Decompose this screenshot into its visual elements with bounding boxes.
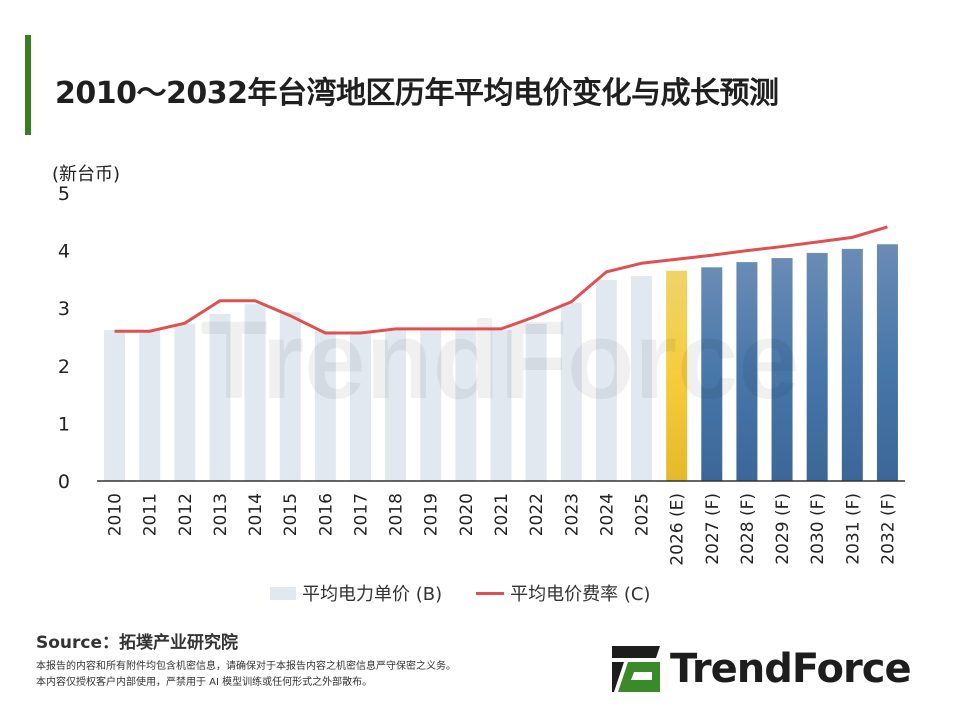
x-tick-label: 2026 (E) — [668, 493, 688, 566]
legend-swatch-bar — [270, 586, 296, 600]
logo-icon — [612, 646, 660, 692]
bar-2010 — [104, 330, 126, 481]
bar-2031F — [841, 248, 863, 481]
bar-2022 — [525, 323, 547, 481]
x-tick-label: 2022 — [527, 493, 547, 536]
chart-title: 2010～2032年台湾地区历年平均电价变化与成长预测 — [55, 76, 779, 111]
y-tick-label: 2 — [58, 356, 70, 378]
x-tick-label: 2012 — [176, 493, 196, 536]
disclaimer-line-2: 本内容仅授权客户内部使用，严禁用于 AI 模型训练或任何形式之外部散布。 — [36, 677, 373, 688]
x-tick-label: 2010 — [106, 493, 126, 536]
legend-swatch-line — [476, 591, 505, 595]
x-tick-label: 2029 (F) — [773, 493, 793, 565]
legend-label-line: 平均电价费率 (C) — [510, 584, 651, 605]
legend: 平均电力单价 (B) 平均电价费率 (C) — [270, 580, 650, 606]
x-tick-label: 2021 — [492, 493, 512, 536]
x-tick-label: 2014 — [246, 493, 266, 536]
bar-2017 — [349, 331, 371, 481]
legend-label-bar: 平均电力单价 (B) — [302, 584, 443, 605]
trendforce-logo: TrendForce — [612, 646, 912, 692]
watermark: TrendForce — [200, 299, 799, 422]
bar-2025 — [631, 275, 653, 481]
bar-2011 — [139, 330, 161, 481]
x-tick-label: 2031 (F) — [843, 493, 863, 565]
x-tick-label: 2013 — [211, 493, 231, 536]
bar-2032F — [876, 244, 898, 481]
x-tick-label: 2028 (F) — [738, 493, 758, 565]
y-tick-label: 0 — [58, 471, 70, 493]
bar-2023 — [560, 302, 582, 481]
x-tick-label: 2025 — [633, 493, 653, 536]
bar-2020 — [455, 330, 477, 481]
x-tick-label: 2032 (F) — [878, 493, 898, 565]
x-tick-label: 2015 — [281, 493, 301, 536]
x-tick-label: 2020 — [457, 493, 477, 536]
bar-2028F — [736, 262, 758, 481]
x-tick-label: 2018 — [387, 493, 407, 536]
logo-text: TrendForce — [670, 646, 912, 692]
bar-2030F — [806, 252, 828, 481]
bar-2013 — [209, 313, 231, 481]
x-tick-label: 2023 — [562, 493, 582, 536]
disclaimer-line-1: 本报告的内容和所有附件均包含机密信息，请确保对于本报告内容之机密信息严守保密之义… — [36, 661, 456, 672]
bar-2014 — [244, 304, 266, 481]
bar-2016 — [314, 331, 336, 481]
y-tick-label: 5 — [58, 183, 70, 205]
bar-2029F — [771, 258, 793, 481]
bar-2015 — [279, 312, 301, 481]
source: Source：拓墣产业研究院 — [36, 633, 239, 653]
y-tick-label: 1 — [58, 413, 70, 435]
x-tick-label: 2016 — [316, 493, 336, 536]
title-accent-bar — [25, 35, 31, 135]
bar-2024 — [595, 279, 617, 481]
x-tick-label: 2024 — [597, 493, 617, 536]
x-tick-label: 2019 — [422, 493, 442, 536]
x-tick-label: 2011 — [141, 493, 161, 536]
bar-2018 — [385, 330, 407, 481]
x-tick-label: 2027 (F) — [703, 493, 723, 565]
x-tick-label: 2017 — [351, 493, 371, 536]
bar-2021 — [490, 330, 512, 481]
bar-2012 — [174, 323, 196, 481]
y-tick-label: 3 — [58, 298, 70, 320]
x-tick-label: 2030 (F) — [808, 493, 828, 565]
y-axis-unit: (新台币) — [52, 164, 121, 185]
bar-2026E — [666, 270, 688, 481]
y-tick-label: 4 — [58, 241, 70, 263]
bar-2027F — [701, 267, 723, 481]
bar-2019 — [420, 330, 442, 481]
